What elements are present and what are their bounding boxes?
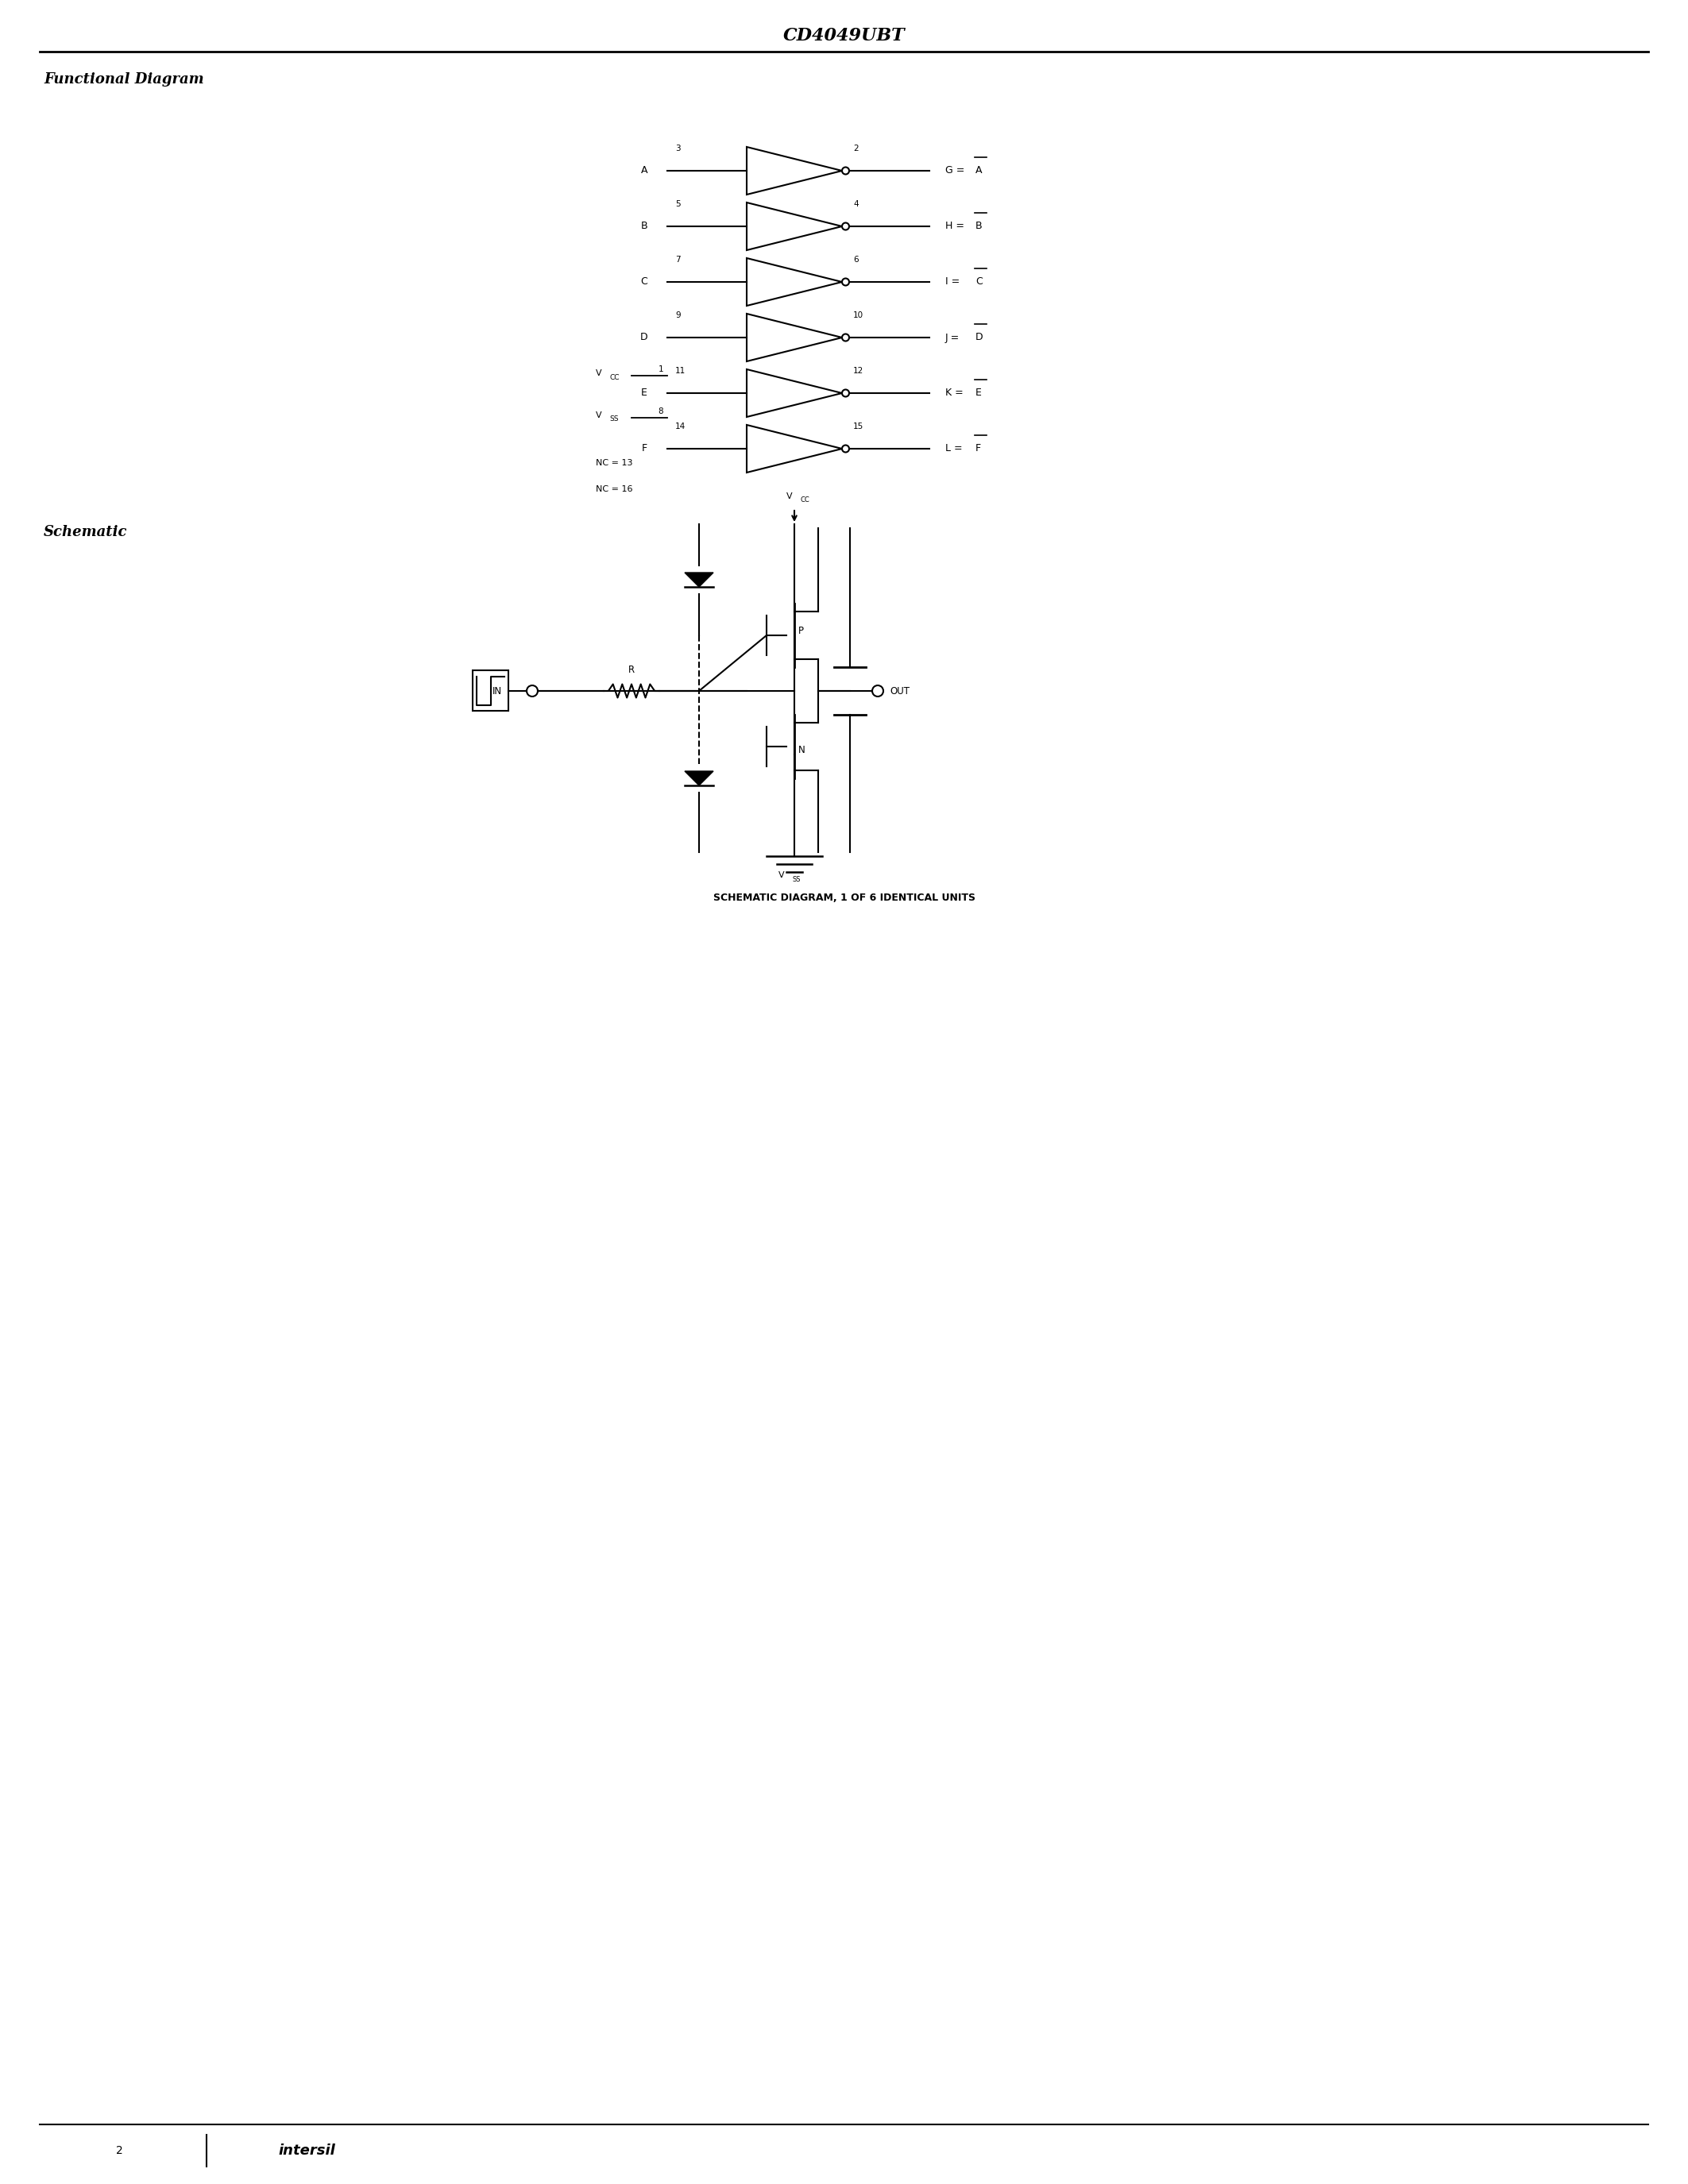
Text: 11: 11 bbox=[675, 367, 685, 376]
Text: 4: 4 bbox=[852, 201, 859, 207]
Text: L =: L = bbox=[945, 443, 966, 454]
Text: V: V bbox=[778, 871, 785, 880]
Text: 7: 7 bbox=[675, 256, 680, 264]
Text: 6: 6 bbox=[852, 256, 859, 264]
Text: G =: G = bbox=[945, 166, 967, 177]
Text: C: C bbox=[640, 277, 648, 286]
Text: 2: 2 bbox=[852, 144, 859, 153]
Text: Schematic: Schematic bbox=[44, 524, 128, 539]
Text: V: V bbox=[596, 411, 603, 419]
Bar bbox=[473, 670, 508, 712]
Text: A: A bbox=[976, 166, 982, 177]
Text: 2: 2 bbox=[116, 2145, 123, 2156]
Text: B: B bbox=[976, 221, 982, 232]
Text: N: N bbox=[798, 745, 805, 756]
Text: SCHEMATIC DIAGRAM, 1 OF 6 IDENTICAL UNITS: SCHEMATIC DIAGRAM, 1 OF 6 IDENTICAL UNIT… bbox=[712, 893, 976, 902]
Text: V: V bbox=[596, 369, 603, 378]
Text: 15: 15 bbox=[852, 422, 864, 430]
Text: NC = 16: NC = 16 bbox=[596, 485, 633, 494]
Text: intersil: intersil bbox=[279, 2143, 334, 2158]
Text: F: F bbox=[641, 443, 648, 454]
Text: 5: 5 bbox=[675, 201, 680, 207]
Text: OUT: OUT bbox=[890, 686, 910, 697]
Text: 14: 14 bbox=[675, 422, 685, 430]
Text: C: C bbox=[976, 277, 982, 286]
Text: H =: H = bbox=[945, 221, 967, 232]
Text: 1: 1 bbox=[658, 365, 663, 373]
Text: E: E bbox=[976, 389, 982, 397]
Text: CD4049UBT: CD4049UBT bbox=[783, 26, 905, 44]
Text: R: R bbox=[628, 664, 635, 675]
Text: 3: 3 bbox=[675, 144, 680, 153]
Text: IN: IN bbox=[493, 686, 501, 697]
Text: 8: 8 bbox=[658, 408, 663, 415]
Text: SS: SS bbox=[792, 876, 800, 882]
Text: SS: SS bbox=[609, 415, 618, 424]
Text: K =: K = bbox=[945, 389, 967, 397]
Text: D: D bbox=[640, 332, 648, 343]
Text: F: F bbox=[976, 443, 981, 454]
Text: E: E bbox=[641, 389, 648, 397]
Text: 10: 10 bbox=[852, 312, 864, 319]
Polygon shape bbox=[685, 771, 714, 786]
Polygon shape bbox=[685, 572, 714, 587]
Text: P: P bbox=[798, 627, 803, 636]
Text: Functional Diagram: Functional Diagram bbox=[44, 72, 204, 87]
Text: I =: I = bbox=[945, 277, 962, 286]
Text: CC: CC bbox=[800, 496, 809, 505]
Text: B: B bbox=[640, 221, 648, 232]
Text: CC: CC bbox=[609, 373, 619, 380]
Text: NC = 13: NC = 13 bbox=[596, 459, 633, 467]
Text: 9: 9 bbox=[675, 312, 680, 319]
Text: 12: 12 bbox=[852, 367, 864, 376]
Text: J =: J = bbox=[945, 332, 962, 343]
Text: D: D bbox=[976, 332, 982, 343]
Text: A: A bbox=[641, 166, 648, 177]
Text: V: V bbox=[787, 491, 792, 500]
